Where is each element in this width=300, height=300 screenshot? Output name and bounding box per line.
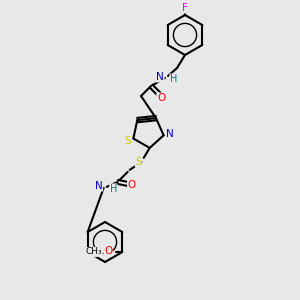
Text: S: S xyxy=(135,157,142,167)
Text: O: O xyxy=(104,246,112,256)
Text: N: N xyxy=(95,181,103,191)
Text: H: H xyxy=(110,184,117,194)
Text: N: N xyxy=(156,72,164,82)
Text: F: F xyxy=(182,3,188,13)
Text: CH₃: CH₃ xyxy=(86,248,102,256)
Text: N: N xyxy=(166,129,173,139)
Text: O: O xyxy=(128,180,136,190)
Text: O: O xyxy=(157,93,165,103)
Text: S: S xyxy=(124,136,131,146)
Text: H: H xyxy=(170,74,177,84)
